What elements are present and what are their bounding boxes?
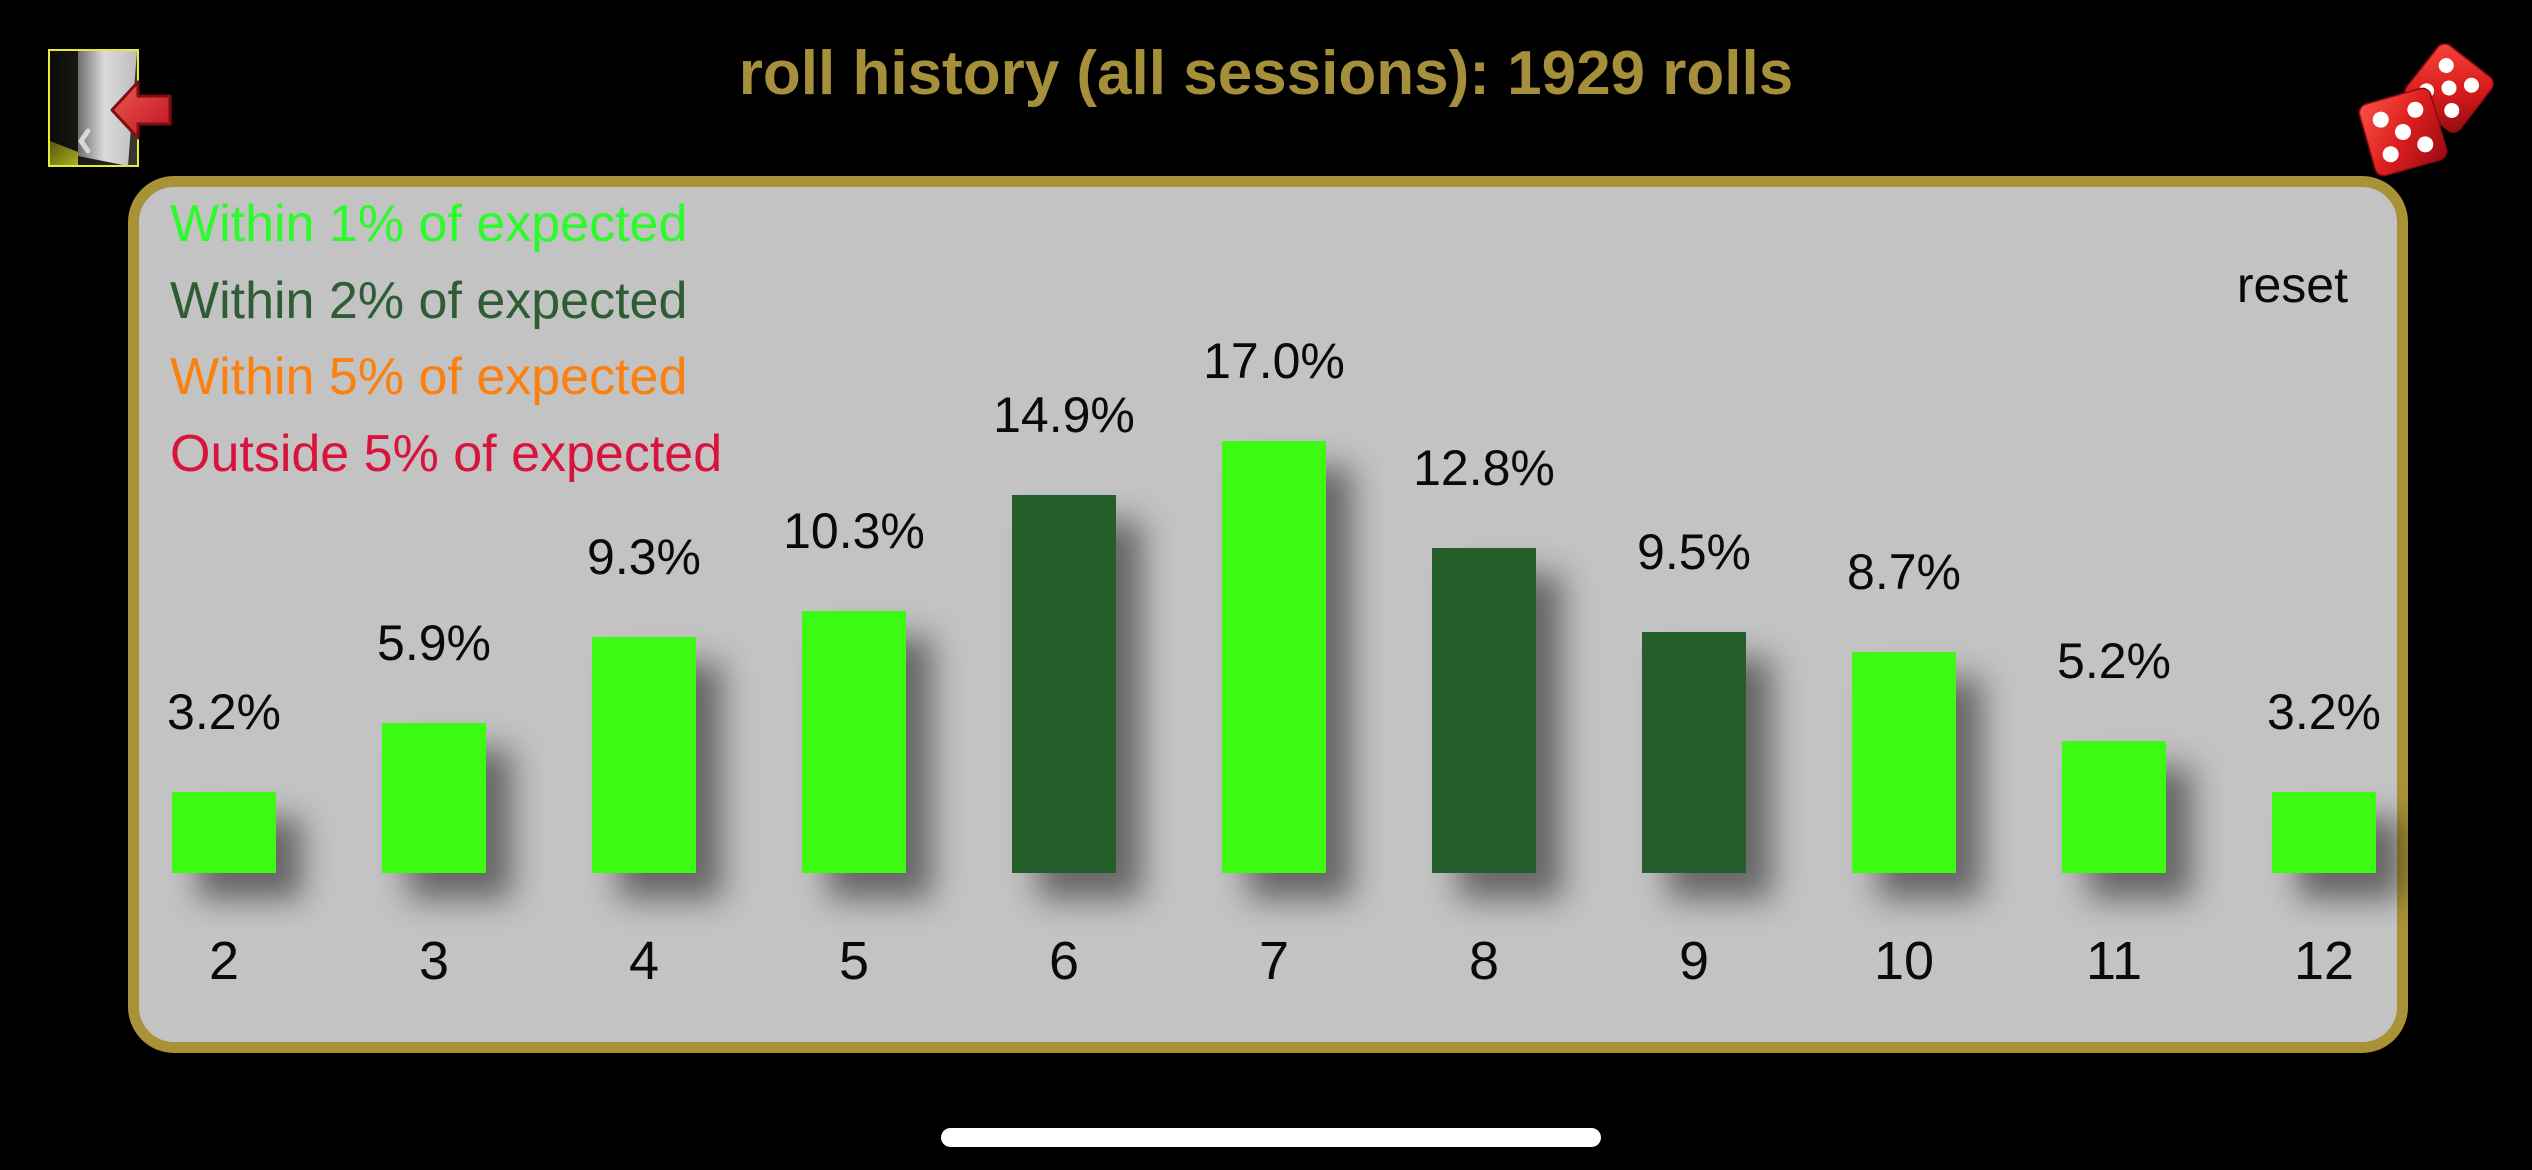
bar-12 xyxy=(2272,792,2376,873)
bar-7 xyxy=(1222,441,1326,873)
value-label-6: 14.9% xyxy=(993,387,1135,443)
bar-3 xyxy=(382,723,486,873)
category-label-12: 12 xyxy=(2293,931,2355,991)
category-label-9: 9 xyxy=(1678,931,1710,991)
home-indicator[interactable] xyxy=(941,1128,1601,1147)
legend-item-1: Within 1% of expected xyxy=(170,195,688,253)
bar-4 xyxy=(592,637,696,873)
value-label-12: 3.2% xyxy=(2267,684,2381,740)
red-back-arrow-icon xyxy=(110,80,172,140)
value-label-5: 10.3% xyxy=(783,503,925,559)
value-label-7: 17.0% xyxy=(1203,333,1345,389)
value-label-2: 3.2% xyxy=(167,684,281,740)
category-label-4: 4 xyxy=(628,931,660,991)
category-label-11: 11 xyxy=(2085,931,2143,991)
value-label-11: 5.2% xyxy=(2057,633,2171,689)
category-label-6: 6 xyxy=(1048,931,1080,991)
reset-button[interactable]: reset xyxy=(2236,257,2348,313)
bar-9 xyxy=(1642,632,1746,873)
legend-item-4: Outside 5% of expected xyxy=(170,424,723,483)
category-label-2: 2 xyxy=(208,931,240,991)
bar-11 xyxy=(2062,741,2166,873)
category-label-3: 3 xyxy=(418,931,450,991)
value-label-4: 9.3% xyxy=(587,529,701,585)
bar-6 xyxy=(1012,495,1116,873)
category-label-7: 7 xyxy=(1258,931,1290,991)
value-label-3: 5.9% xyxy=(377,615,491,671)
bar-8 xyxy=(1432,548,1536,873)
pair-of-red-dice-icon xyxy=(2358,43,2494,177)
page-title: roll history (all sessions): 1929 rolls xyxy=(738,39,1794,108)
legend-item-2: Within 2% of expected xyxy=(170,271,688,330)
bar-10 xyxy=(1852,652,1956,873)
category-label-5: 5 xyxy=(838,931,870,991)
value-label-8: 12.8% xyxy=(1413,440,1555,496)
dice-icon[interactable] xyxy=(2356,20,2532,180)
category-label-10: 10 xyxy=(1873,931,1935,991)
legend-item-3: Within 5% of expected xyxy=(170,348,688,406)
exit-door-with-red-arrow-icon xyxy=(48,49,172,167)
category-label-8: 8 xyxy=(1468,931,1500,991)
exit-door-button[interactable] xyxy=(48,49,173,167)
bar-2 xyxy=(172,792,276,873)
value-label-9: 9.5% xyxy=(1637,524,1751,580)
bar-5 xyxy=(802,611,906,873)
value-label-10: 8.7% xyxy=(1847,544,1961,600)
